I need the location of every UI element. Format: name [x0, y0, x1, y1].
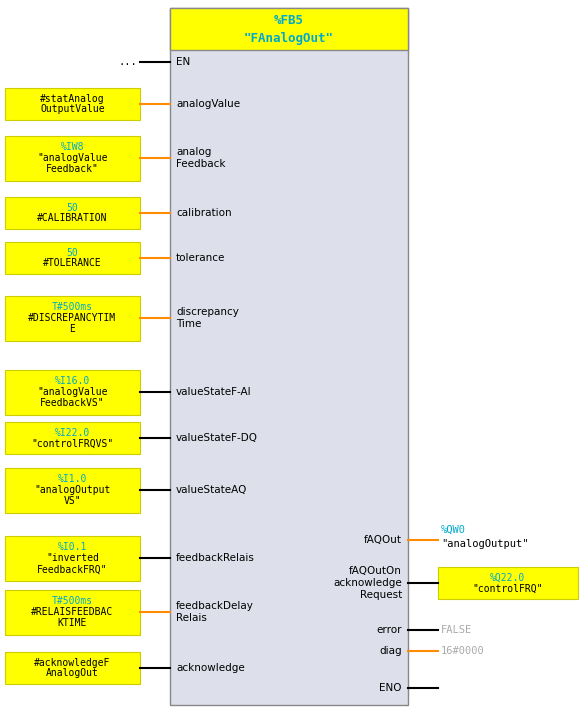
Text: valueStateF-DQ: valueStateF-DQ — [176, 433, 258, 443]
Text: acknowledge: acknowledge — [176, 663, 245, 673]
Text: AnalogOut: AnalogOut — [46, 668, 99, 678]
Text: analog
Feedback: analog Feedback — [176, 147, 226, 169]
Bar — [5, 422, 140, 454]
Text: T#500ms: T#500ms — [52, 302, 93, 312]
Text: fAQOut: fAQOut — [364, 535, 402, 545]
Text: FeedbackVS": FeedbackVS" — [40, 399, 105, 409]
Text: valueStateAQ: valueStateAQ — [176, 485, 247, 495]
Text: #acknowledgeF: #acknowledgeF — [34, 657, 111, 667]
Text: %Q22.0: %Q22.0 — [490, 573, 526, 583]
Bar — [170, 8, 408, 50]
Text: OutputValue: OutputValue — [40, 104, 105, 114]
Text: %I0.1: %I0.1 — [58, 542, 87, 552]
Text: #DISCREPANCYTIM: #DISCREPANCYTIM — [29, 313, 117, 323]
Text: "FAnalogOut": "FAnalogOut" — [244, 32, 334, 45]
Text: "analogValue: "analogValue — [37, 153, 108, 163]
Text: 16#0000: 16#0000 — [441, 646, 484, 656]
Text: #TOLERANCE: #TOLERANCE — [43, 258, 102, 268]
Bar — [5, 88, 140, 120]
Text: 50: 50 — [66, 247, 78, 257]
Text: #CALIBRATION: #CALIBRATION — [37, 213, 108, 223]
Bar — [5, 652, 140, 684]
Text: Feedback": Feedback" — [46, 164, 99, 174]
Bar — [5, 135, 140, 180]
Bar — [5, 468, 140, 513]
Text: E: E — [69, 324, 75, 334]
Text: "inverted: "inverted — [46, 553, 99, 563]
Text: "analogValue: "analogValue — [37, 387, 108, 397]
Bar — [5, 295, 140, 341]
Text: FeedbackFRQ": FeedbackFRQ" — [37, 564, 108, 574]
Text: VS": VS" — [64, 496, 81, 506]
Text: "analogOutput": "analogOutput" — [441, 539, 529, 549]
Text: "controlFRQVS": "controlFRQVS" — [31, 438, 114, 448]
Text: "analogOutput: "analogOutput — [34, 485, 111, 495]
Text: feedbackDelay
Relais: feedbackDelay Relais — [176, 601, 254, 622]
Text: tolerance: tolerance — [176, 253, 226, 263]
Text: calibration: calibration — [176, 208, 231, 218]
Text: %QW0: %QW0 — [441, 525, 466, 535]
Text: "controlFRQ": "controlFRQ" — [473, 583, 543, 593]
Text: #RELAISFEEDBAC: #RELAISFEEDBAC — [31, 607, 114, 617]
Bar — [170, 8, 408, 705]
Bar — [5, 242, 140, 274]
Text: error: error — [377, 625, 402, 635]
Text: KTIME: KTIME — [58, 618, 87, 628]
Text: #statAnalog: #statAnalog — [40, 93, 105, 103]
Text: %I22.0: %I22.0 — [55, 428, 90, 438]
Text: valueStateF-AI: valueStateF-AI — [176, 387, 252, 397]
Text: %IW8: %IW8 — [61, 142, 85, 152]
Text: fAQOutOn
acknowledge
Request: fAQOutOn acknowledge Request — [333, 566, 402, 600]
Bar — [5, 369, 140, 414]
Text: analogValue: analogValue — [176, 99, 240, 109]
Text: diag: diag — [380, 646, 402, 656]
Text: EN: EN — [176, 57, 190, 67]
Text: ...: ... — [118, 57, 137, 67]
Bar — [5, 197, 140, 229]
Text: %I16.0: %I16.0 — [55, 376, 90, 386]
Text: %I1.0: %I1.0 — [58, 473, 87, 483]
Text: %FB5: %FB5 — [274, 14, 304, 27]
Text: feedbackRelais: feedbackRelais — [176, 553, 255, 563]
Bar — [5, 535, 140, 580]
Bar — [5, 590, 140, 635]
Text: ENO: ENO — [380, 683, 402, 693]
Text: T#500ms: T#500ms — [52, 596, 93, 606]
Text: FALSE: FALSE — [441, 625, 472, 635]
Bar — [438, 567, 578, 599]
Text: 50: 50 — [66, 202, 78, 212]
Text: discrepancy
Time: discrepancy Time — [176, 307, 239, 329]
